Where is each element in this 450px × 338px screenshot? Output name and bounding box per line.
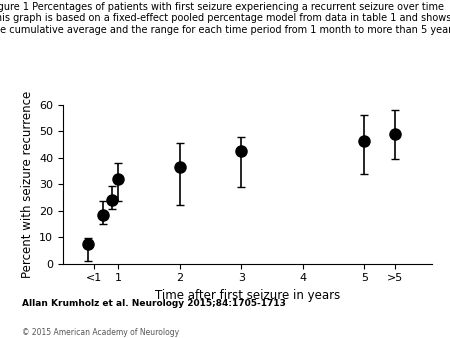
Text: © 2015 American Academy of Neurology: © 2015 American Academy of Neurology <box>22 328 180 337</box>
X-axis label: Time after first seizure in years: Time after first seizure in years <box>155 289 340 302</box>
Text: Allan Krumholz et al. Neurology 2015;84:1705-1713: Allan Krumholz et al. Neurology 2015;84:… <box>22 299 286 308</box>
Y-axis label: Percent with seizure recurrence: Percent with seizure recurrence <box>21 91 34 278</box>
Text: Figure 1 Percentages of patients with first seizure experiencing a recurrent sei: Figure 1 Percentages of patients with fi… <box>0 2 450 35</box>
